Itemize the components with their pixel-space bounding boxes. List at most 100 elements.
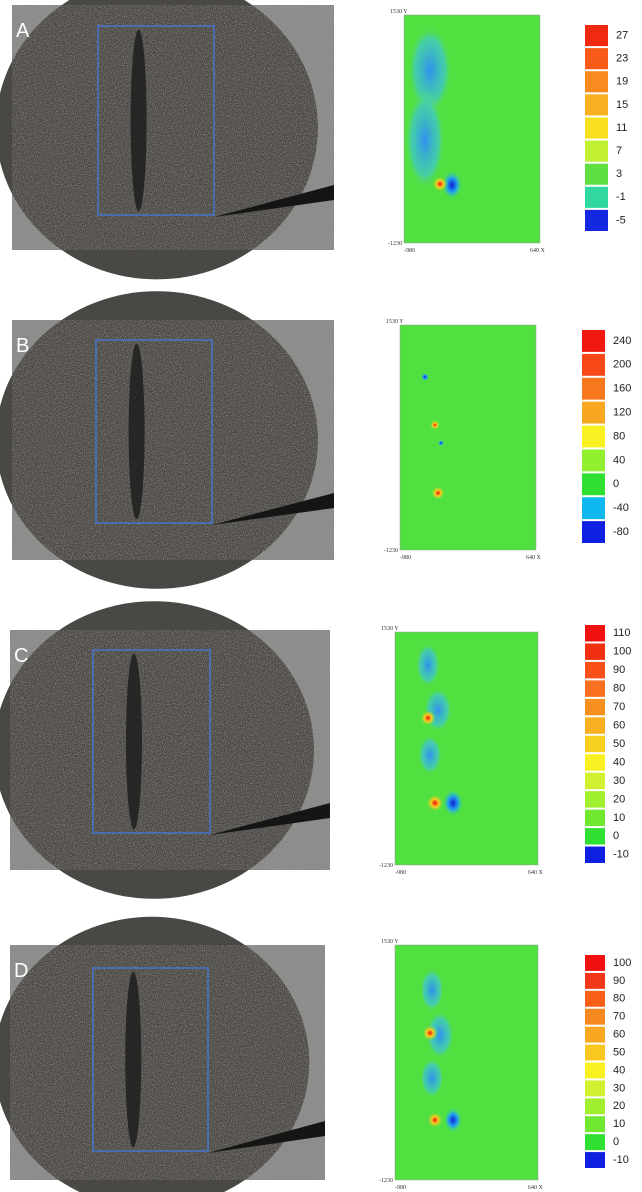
axis-label: -1230 — [388, 241, 402, 247]
colorbar-label: -80 — [613, 526, 629, 538]
colorbar-swatch — [585, 973, 605, 989]
colorbar-label: 70 — [613, 701, 625, 713]
colorbar-swatch — [585, 1009, 605, 1025]
axis-label: -1230 — [384, 548, 398, 554]
colorbar-label: 15 — [616, 99, 628, 111]
colorbar-label: 50 — [613, 738, 625, 750]
axis-label: 1530 Y — [386, 319, 404, 325]
colorbar-swatch — [585, 717, 605, 733]
colorbar-swatch — [585, 117, 608, 138]
axis-label: 640 X — [526, 555, 542, 561]
strain-feature — [405, 90, 445, 190]
colorbar-swatch — [585, 210, 608, 231]
strain-feature — [431, 486, 445, 500]
colorbar-label: -10 — [613, 1154, 629, 1166]
panel-label: B — [16, 335, 29, 357]
strain-feature — [427, 1112, 443, 1128]
colorbar-label: 100 — [613, 646, 631, 658]
colorbar-swatch — [585, 699, 605, 715]
colorbar-swatch — [582, 330, 605, 352]
strain-map — [395, 945, 538, 1180]
colorbar-swatch — [585, 680, 605, 696]
colorbar-swatch — [585, 164, 608, 185]
axis-label: -980 — [400, 555, 411, 561]
colorbar-swatch — [585, 187, 608, 208]
panel-label: A — [16, 20, 30, 42]
colorbar-label: -10 — [613, 849, 629, 861]
colorbar-swatch — [585, 991, 605, 1007]
colorbar-swatch — [585, 791, 605, 807]
colorbar-swatch — [585, 141, 608, 162]
strain-feature — [418, 735, 442, 775]
strain-feature — [416, 643, 440, 687]
colorbar-label: 20 — [613, 1100, 625, 1112]
colorbar-swatch — [585, 773, 605, 789]
colorbar-swatch — [585, 94, 608, 115]
colorbar-label: 11 — [616, 122, 627, 134]
colorbar-label: 70 — [613, 1011, 625, 1023]
axis-label: 1530 Y — [381, 939, 399, 945]
colorbar-swatch — [582, 449, 605, 471]
colorbar-label: 80 — [613, 430, 625, 442]
colorbar-label: 0 — [613, 830, 619, 842]
strain-feature — [443, 790, 463, 816]
colorbar-swatch — [585, 1080, 605, 1096]
panel-label: C — [14, 645, 28, 667]
strain-feature — [432, 176, 448, 192]
colorbar-label: 80 — [613, 683, 625, 695]
strain-feature — [420, 968, 444, 1012]
axis-label: -980 — [404, 248, 415, 254]
colorbar-swatch — [585, 1152, 605, 1168]
strain-map — [400, 325, 536, 550]
colorbar-swatch — [582, 497, 605, 519]
strain-feature — [422, 1025, 438, 1041]
colorbar-swatch — [585, 1027, 605, 1043]
photo-texture — [10, 945, 325, 1180]
panel-label: D — [14, 960, 28, 982]
colorbar-label: 3 — [616, 168, 622, 180]
colorbar-swatch — [582, 402, 605, 424]
colorbar-swatch — [585, 828, 605, 844]
strain-feature — [420, 1058, 444, 1098]
colorbar-swatch — [585, 662, 605, 678]
colorbar-label: -40 — [613, 502, 629, 514]
colorbar-label: 200 — [613, 359, 631, 371]
colorbar-swatch — [585, 71, 608, 92]
colorbar-swatch — [582, 354, 605, 376]
colorbar-swatch — [585, 955, 605, 971]
colorbar-label: 0 — [613, 1136, 619, 1148]
colorbar-swatch — [585, 1045, 605, 1061]
axis-label: -1230 — [379, 1178, 393, 1184]
crack — [126, 654, 142, 830]
colorbar-label: -1 — [616, 191, 626, 203]
axis-label: -1230 — [379, 863, 393, 869]
colorbar-label: 60 — [613, 719, 625, 731]
axis-label: -980 — [395, 1185, 406, 1191]
colorbar-label: 50 — [613, 1046, 625, 1058]
colorbar-label: 10 — [613, 812, 625, 824]
axis-label: 1530 Y — [381, 626, 399, 632]
strain-feature — [438, 440, 444, 446]
colorbar-label: 60 — [613, 1029, 625, 1041]
colorbar-label: 40 — [613, 1064, 625, 1076]
colorbar-label: 30 — [613, 775, 625, 787]
colorbar-swatch — [585, 25, 608, 46]
colorbar-label: 30 — [613, 1082, 625, 1094]
colorbar-swatch — [585, 1134, 605, 1150]
panel: C1530 Y-1230-980640 X1101009080706050403… — [0, 601, 631, 899]
colorbar-label: 110 — [613, 627, 631, 639]
strain-feature — [426, 794, 444, 812]
colorbar-label: 160 — [613, 383, 631, 395]
colorbar-label: 19 — [616, 76, 628, 88]
colorbar-swatch — [585, 48, 608, 69]
axis-label: 640 X — [528, 870, 544, 876]
colorbar-swatch — [585, 810, 605, 826]
colorbar-label: 90 — [613, 664, 625, 676]
colorbar-swatch — [585, 1116, 605, 1132]
figure: A1530 Y-1230-980640 X272319151173-1-5B15… — [0, 0, 642, 1192]
colorbar-swatch — [585, 643, 605, 659]
colorbar-swatch — [582, 521, 605, 543]
